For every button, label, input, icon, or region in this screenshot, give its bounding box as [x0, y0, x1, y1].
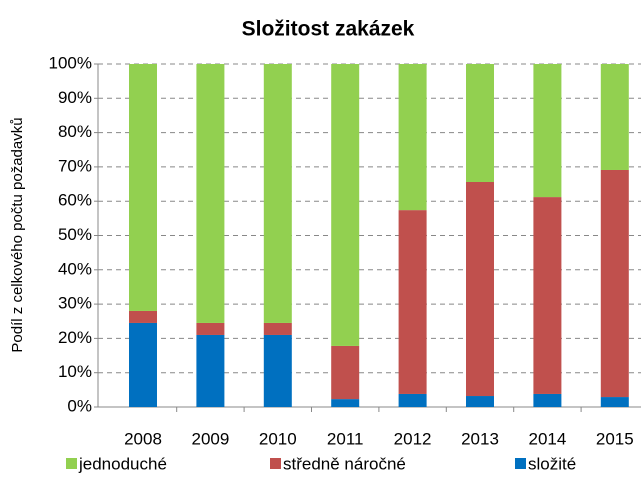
y-tick-label: 50%: [58, 225, 92, 244]
bar-segment: [398, 210, 427, 394]
bar-segment: [129, 64, 157, 311]
y-tick-label: 40%: [58, 259, 92, 278]
bar-segment: [466, 396, 494, 407]
bar-segment: [263, 334, 292, 407]
bar-segment: [129, 322, 157, 407]
legend-swatch: [66, 458, 77, 469]
bar-segment: [263, 322, 292, 335]
bar-segment: [196, 64, 225, 323]
y-tick-label: 100%: [49, 53, 92, 72]
chart-title: Složitost zakázek: [242, 18, 415, 41]
legend-label: složité: [528, 454, 576, 473]
y-tick-label: 90%: [58, 88, 92, 107]
bar-segment: [466, 181, 494, 397]
x-tick-label: 2009: [191, 429, 229, 448]
x-tick-label: 2008: [124, 429, 162, 448]
bar-segment: [600, 64, 629, 170]
bar-segment: [129, 310, 157, 323]
x-tick-label: 2011: [327, 429, 364, 448]
bar-segment: [196, 322, 225, 335]
bar-segment: [533, 197, 562, 394]
legend-label: středně náročné: [283, 454, 406, 473]
x-tick-label: 2013: [461, 429, 499, 448]
bar-segment: [466, 64, 494, 182]
legend-swatch: [515, 458, 526, 469]
bar-segment: [331, 64, 360, 346]
bar-segment: [263, 64, 292, 323]
bar-segment: [398, 64, 427, 211]
x-tick-label: 2014: [528, 429, 566, 448]
bar-segment: [398, 393, 427, 407]
y-tick-label: 30%: [58, 294, 92, 313]
legend-label: jednoduché: [78, 454, 167, 473]
legend-swatch: [270, 458, 281, 469]
x-tick-label: 2010: [259, 429, 297, 448]
bar-segment: [331, 345, 360, 400]
bar-segment: [600, 169, 629, 398]
y-tick-label: 20%: [58, 328, 92, 347]
y-tick-label: 10%: [58, 362, 92, 381]
y-axis-label: Podíl z celkového počtu požadavků: [9, 117, 26, 352]
bar-segment: [196, 334, 225, 407]
x-tick-label: 2015: [596, 429, 634, 448]
bar-segment: [533, 64, 562, 198]
bar-segment: [600, 397, 629, 407]
y-tick-label: 0%: [67, 396, 92, 415]
y-tick-label: 60%: [58, 191, 92, 210]
y-tick-label: 70%: [58, 156, 92, 175]
x-tick-label: 2012: [394, 429, 432, 448]
bar-segment: [533, 393, 562, 407]
bar-segment: [331, 399, 360, 407]
y-tick-label: 80%: [58, 122, 92, 141]
